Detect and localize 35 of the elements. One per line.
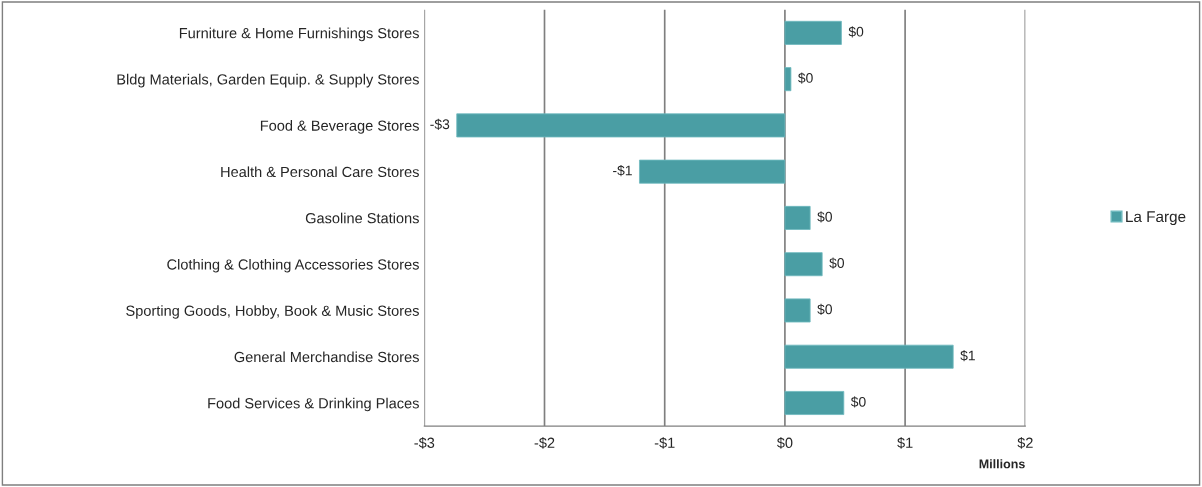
data-label: $0 — [829, 257, 845, 269]
bar — [639, 159, 786, 184]
bar — [784, 67, 792, 92]
y-tick-label: Gasoline Stations — [305, 212, 419, 224]
x-tick-label: $0 — [776, 437, 793, 449]
bar — [784, 391, 845, 415]
x-axis-title: Millions — [979, 459, 1025, 469]
bar — [784, 20, 842, 45]
x-tick-label: $1 — [897, 437, 913, 449]
data-label: $0 — [850, 396, 866, 408]
bar — [784, 205, 811, 230]
y-tick-label: Health & Personal Care Stores — [221, 166, 419, 178]
bar — [784, 252, 823, 277]
data-label: $0 — [848, 26, 864, 38]
bar — [456, 113, 786, 138]
y-tick-label: Furniture & Home Furnishings Stores — [179, 27, 419, 42]
y-tick-label: Bldg Materials, Garden Equip. & Supply Stores — [117, 73, 419, 88]
y-tick-label: Food Services & Drinking Places — [208, 397, 419, 412]
bar — [784, 298, 811, 323]
y-tick-label: Food & Beverage Stores — [260, 120, 419, 134]
data-label: $0 — [817, 211, 832, 223]
data-label: -$1 — [613, 164, 632, 177]
legend-label: La Farge — [1126, 211, 1186, 226]
data-label: $1 — [960, 350, 975, 362]
x-tick-label: -$1 — [654, 437, 675, 449]
data-label: $0 — [798, 72, 813, 84]
data-label: -$3 — [430, 118, 450, 130]
x-tick-label: -$2 — [534, 437, 555, 449]
x-tick-label: $2 — [1017, 437, 1033, 449]
data-label: $0 — [817, 303, 832, 316]
y-tick-label: General Merchandise Stores — [234, 351, 419, 363]
x-tick-label: -$3 — [414, 437, 435, 449]
y-tick-label: Clothing & Clothing Accessories Stores — [167, 258, 419, 273]
y-tick-label: Sporting Goods, Hobby, Book & Music Stores — [126, 305, 419, 319]
bar — [784, 344, 954, 369]
